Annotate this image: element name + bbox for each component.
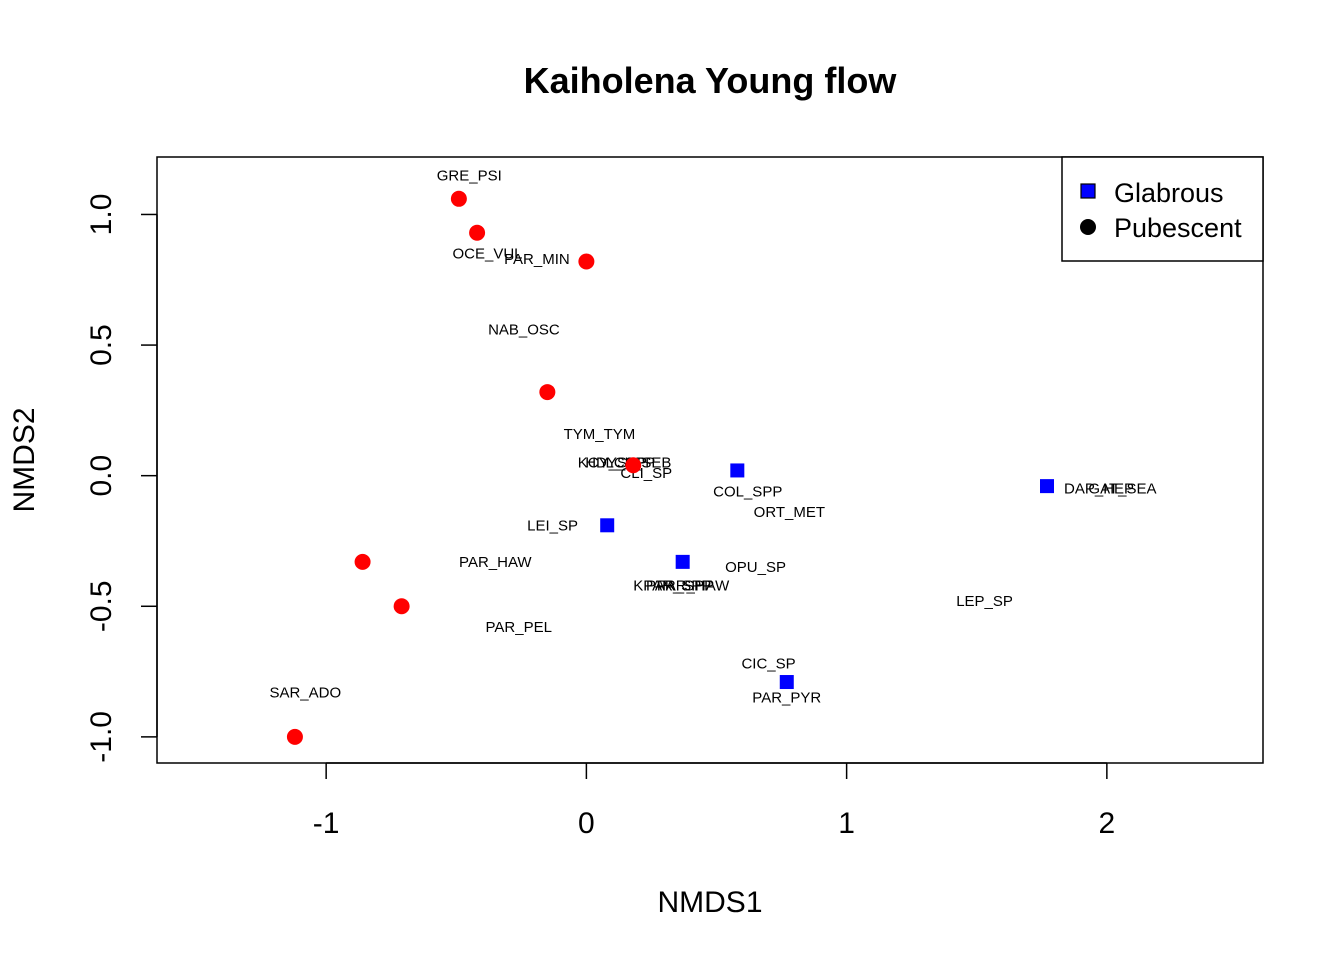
species-label: OCE_VUL <box>452 246 522 263</box>
species-label: GRE_PSI <box>437 167 502 184</box>
species-label: NAB_OSC <box>488 321 560 338</box>
species-label: DAP_HEP <box>1064 481 1134 498</box>
species-label: CIC_SP <box>741 656 795 673</box>
species-label: PAR_SPP <box>646 577 714 594</box>
legend-circle-marker <box>1080 219 1096 235</box>
species-label: PAR_HAW <box>657 577 730 594</box>
x-tick-label: 1 <box>838 807 855 840</box>
species-label: LEP_SP <box>956 593 1013 610</box>
glabrous-point <box>779 675 794 690</box>
legend-label-glabrous: Glabrous <box>1114 178 1224 208</box>
data-points <box>286 190 1055 745</box>
species-label: PAR_MIN <box>504 251 570 268</box>
pubescent-point <box>578 253 595 270</box>
pubescent-point <box>450 190 467 207</box>
y-tick-label: 0.0 <box>85 455 118 497</box>
glabrous-point <box>675 554 690 569</box>
species-labels: GRE_PSIOCE_VULPAR_MINNAB_OSCTYM_TYMKCY_S… <box>269 167 1156 706</box>
pubescent-point <box>393 598 410 615</box>
glabrous-point <box>1040 479 1055 494</box>
y-tick-label: 1.0 <box>85 194 118 236</box>
chart-title: Kaiholena Young flow <box>524 60 898 101</box>
species-label: OPU_SP <box>725 559 786 576</box>
x-tick-label: -1 <box>313 807 340 840</box>
legend-square-marker <box>1080 183 1096 199</box>
pubescent-point <box>539 384 556 401</box>
glabrous-point <box>730 463 745 478</box>
species-label: SAR_ADO <box>269 684 341 701</box>
pubescent-point <box>625 457 642 474</box>
species-label: PAR_PEL <box>486 619 552 636</box>
x-tick-label: 0 <box>578 807 595 840</box>
y-axis: -1.0 -0.5 0.0 0.5 1.0 <box>85 194 158 763</box>
species-label: TYM_TYM <box>564 426 636 443</box>
y-axis-label: NMDS2 <box>8 407 41 512</box>
x-axis-label: NMDS1 <box>657 886 762 919</box>
species-label: ORT_MET <box>754 504 825 521</box>
species-label: COL_SPP <box>713 483 782 500</box>
legend-label-pubescent: Pubescent <box>1114 213 1242 243</box>
pubescent-point <box>469 224 486 241</box>
species-label: LEI_SP <box>527 517 578 534</box>
pubescent-point <box>286 728 303 745</box>
species-label: PAR_PYR <box>752 690 821 707</box>
glabrous-point <box>600 518 615 533</box>
pubescent-point <box>354 553 371 570</box>
legend: Glabrous Pubescent <box>1061 156 1264 262</box>
y-tick-label: -0.5 <box>85 580 118 632</box>
species-label: GAT_SEA <box>1088 481 1156 498</box>
y-tick-label: -1.0 <box>85 711 118 763</box>
x-axis: -1 0 1 2 <box>313 762 1116 840</box>
x-tick-label: 2 <box>1099 807 1116 840</box>
species-label: PAR_HAW <box>459 554 532 571</box>
y-tick-label: 0.5 <box>85 324 118 366</box>
legend-box <box>1061 156 1264 262</box>
species-label: KPAR_SPP <box>633 577 711 594</box>
